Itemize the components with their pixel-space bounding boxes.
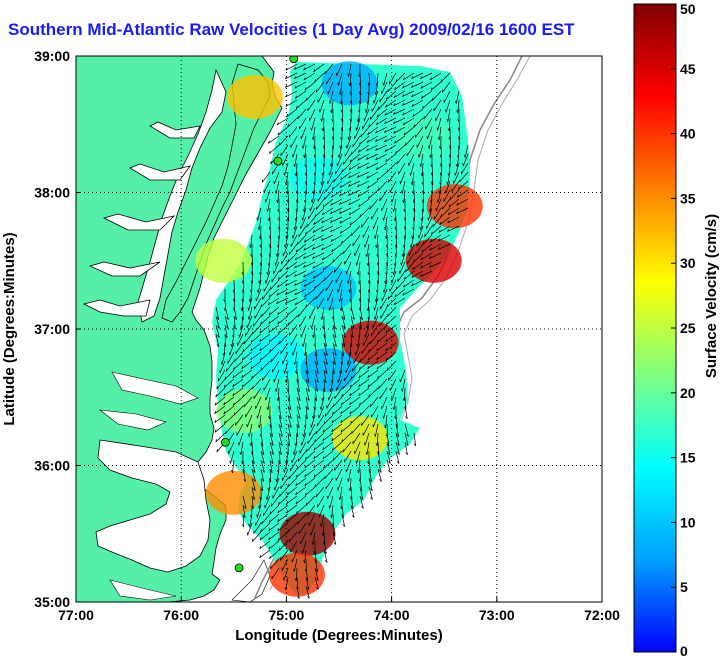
velocity-sample-patch <box>332 416 389 461</box>
x-tick-label: 73:00 <box>479 607 515 623</box>
x-tick-label: 72:00 <box>584 607 620 623</box>
colorbar: 0 5 10 15 20 25 30 35 40 45 50 Surface Velocity (c… <box>633 1 720 659</box>
radar-station-marker <box>273 156 283 166</box>
y-axis: 35:00 36:00 37:00 38:00 39:00 <box>34 48 81 610</box>
velocity-sample-patch <box>300 347 357 392</box>
velocity-sample-patch <box>205 470 262 515</box>
colorbar-tick-label: 20 <box>680 385 696 401</box>
velocity-sample-patch <box>321 61 378 106</box>
land-delmarva <box>161 63 271 323</box>
colorbar-gradient <box>633 3 677 653</box>
colorbar-tick-label: 40 <box>680 126 696 142</box>
plot-area <box>76 56 602 602</box>
land-detail <box>98 371 271 602</box>
velocity-sample-patch <box>226 74 283 119</box>
colorbar-tick-label: 50 <box>680 1 696 17</box>
velocity-sample-patch <box>426 184 483 229</box>
colorbar-tick-label: 25 <box>680 320 696 336</box>
colorbar-tick-label: 35 <box>680 190 696 206</box>
x-axis: 77:00 76:00 75:00 74:00 73:00 72:00 <box>58 597 620 623</box>
y-tick-label: 37:00 <box>34 321 70 337</box>
velocity-sample-patch <box>300 266 357 311</box>
velocity-sample-patch <box>289 156 346 201</box>
velocity-sample-patch <box>279 511 336 556</box>
velocity-sample-patch <box>405 238 462 283</box>
radar-station-marker <box>289 56 299 64</box>
x-tick-label: 75:00 <box>268 607 304 623</box>
title: Southern Mid-Atlantic Raw Velocities (1 … <box>8 20 575 39</box>
velocity-hotspots <box>195 61 483 597</box>
y-tick-label: 39:00 <box>34 48 70 64</box>
vector-arrows <box>214 63 469 600</box>
x-tick-label: 76:00 <box>163 607 199 623</box>
velocity-sample-patch <box>195 238 252 283</box>
colorbar-tick-label: 45 <box>680 61 696 77</box>
colorbar-label: Surface Velocity (cm/s) <box>703 214 720 378</box>
y-axis-label: Latitude (Degrees:Minutes) <box>1 232 18 425</box>
colorbar-tick-label: 15 <box>680 450 696 466</box>
chesapeake-bay <box>82 68 227 323</box>
y-tick-label: 35:00 <box>34 594 70 610</box>
y-tick-label: 38:00 <box>34 185 70 201</box>
velocity-sample-patch <box>395 115 452 160</box>
velocity-vectors <box>214 63 469 600</box>
colorbar-ticks: 0 5 10 15 20 25 30 35 40 45 50 <box>671 1 696 659</box>
grid <box>76 56 602 602</box>
colorbar-tick-label: 5 <box>680 579 688 595</box>
y-tick-label: 36:00 <box>34 458 70 474</box>
colorbar-tick-label: 0 <box>680 643 688 659</box>
x-axis-label: Longitude (Degrees:Minutes) <box>235 627 443 644</box>
colorbar-tick-label: 30 <box>680 255 696 271</box>
x-tick-label: 77:00 <box>58 607 94 623</box>
colorbar-tick-label: 10 <box>680 514 696 530</box>
radar-station-marker <box>220 437 230 447</box>
radar-station-marker <box>234 563 244 573</box>
radar-stations <box>220 56 299 573</box>
x-tick-label: 74:00 <box>374 607 410 623</box>
